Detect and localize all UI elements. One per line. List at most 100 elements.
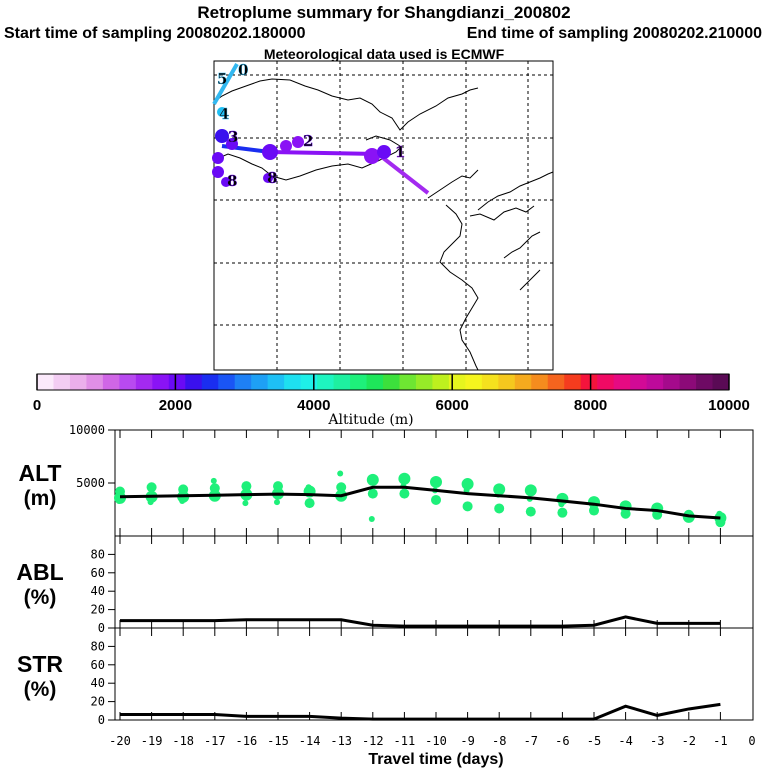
altitude-point [209, 483, 220, 494]
trajectory-day-label: 4 [219, 105, 229, 123]
colorbar-cell [696, 374, 714, 390]
y-tick-label: 5000 [76, 476, 105, 490]
trajectory-day-label: 1 [395, 143, 405, 161]
y-tick-label: 0 [98, 621, 105, 635]
colorbar-cell [284, 374, 302, 390]
altitude-point [367, 488, 378, 499]
colorbar-cell [531, 374, 549, 390]
altitude-point [274, 499, 280, 506]
altitude-point [557, 507, 568, 518]
x-tick-label: -1 [713, 734, 727, 748]
trajectory-day-labels: 05 4 3 2 1 8 8 [217, 61, 406, 190]
altitude-point [366, 473, 379, 486]
colorbar-tick-label: 6000 [436, 397, 469, 414]
str-panel-frame [114, 627, 754, 721]
colorbar-cell [465, 374, 483, 390]
trajectory-segment [376, 152, 430, 195]
altitude-point [431, 494, 441, 505]
colorbar-cell [399, 374, 417, 390]
colorbar-cell [597, 374, 615, 390]
colorbar-cell [218, 374, 236, 390]
series-line [120, 615, 721, 628]
panel-ylabel: ALT [18, 460, 61, 486]
colorbar-cell [152, 374, 170, 390]
abl-panel-frame [114, 535, 754, 629]
altitude-point [461, 478, 474, 491]
x-tick-label: -6 [555, 734, 569, 748]
y-tick-label: 20 [91, 695, 105, 709]
altitude-point [398, 472, 411, 485]
panel-yunit: (%) [24, 586, 57, 609]
altitude-point [558, 501, 565, 508]
colorbar-cell [37, 374, 54, 390]
x-tick-label: -4 [618, 734, 632, 748]
altitude-point [273, 481, 283, 492]
altitude-point [462, 501, 473, 512]
trajectory-marker [377, 145, 391, 159]
colorbar-cell [679, 374, 697, 390]
altitude-point [336, 482, 347, 493]
x-tick-label: 0 [748, 734, 755, 748]
altitude-point [368, 516, 375, 523]
colorbar-cell [613, 374, 631, 390]
y-tick-label: 10000 [69, 423, 105, 437]
colorbar-cell [350, 374, 368, 390]
colorbar-cell [119, 374, 137, 390]
met-data-label: Meteorological data used is ECMWF [263, 46, 505, 62]
x-tick-label: -19 [141, 734, 163, 748]
map-frame [213, 60, 554, 371]
colorbar-cell [53, 374, 71, 390]
x-tick-label: -11 [394, 734, 416, 748]
colorbar-cell [366, 374, 384, 390]
colorbar-cell [300, 374, 318, 390]
map-grid [214, 61, 553, 370]
colorbar-tick-label: 0 [33, 397, 41, 414]
altitude-point [116, 498, 122, 505]
altitude-colorbar: 0 2000 4000 6000 8000 10000 Altitude (m) [33, 373, 750, 428]
x-axis-title: Travel time (days) [368, 751, 503, 768]
x-tick-label: -18 [172, 734, 194, 748]
colorbar-cell [102, 374, 120, 390]
trajectory-marker [263, 173, 273, 183]
altitude-point [494, 503, 505, 514]
y-tick-label: 40 [91, 676, 105, 690]
altitude-point [525, 506, 536, 517]
colorbar-cell [383, 374, 400, 390]
colorbar-cell [498, 374, 516, 390]
colorbar-cell [267, 374, 285, 390]
colorbar-cell [135, 374, 153, 390]
colorbar-cell [712, 374, 730, 390]
x-tick-label: -16 [236, 734, 258, 748]
colorbar-cell [317, 374, 335, 390]
altitude-point [305, 484, 312, 491]
panel-yunit: (m) [24, 487, 57, 510]
altitude-point [147, 499, 154, 506]
colorbar-cell [86, 374, 104, 390]
altitude-point [524, 484, 537, 497]
altitude-point [179, 498, 186, 505]
trajectory-day-label: 2 [303, 132, 313, 150]
altitude-point [430, 475, 442, 488]
altitude-point [242, 500, 249, 507]
colorbar-tick-label: 10000 [708, 397, 750, 414]
colorbar-tick-label: 2000 [159, 397, 192, 414]
trajectory-marker [221, 177, 231, 187]
x-tick-label: -13 [330, 734, 352, 748]
trajectory-marker [212, 152, 224, 164]
trajectory-marker [364, 148, 380, 164]
colorbar-cell [448, 374, 466, 390]
colorbar-cell [630, 374, 648, 390]
y-tick-label: 0 [98, 713, 105, 727]
colorbar-tick-label: 4000 [297, 397, 330, 414]
end-time: End time of sampling 20080202.210000 [466, 25, 762, 42]
series-line [119, 485, 721, 520]
panel-ylabel: STR [17, 651, 63, 677]
altitude-point [337, 470, 344, 477]
x-tick-label: -10 [425, 734, 447, 748]
trajectory-day-label: 3 [228, 128, 238, 146]
colorbar-cell [333, 374, 351, 390]
x-tick-label: -17 [204, 734, 226, 748]
altitude-point [493, 483, 506, 496]
colorbar-cell [432, 374, 450, 390]
